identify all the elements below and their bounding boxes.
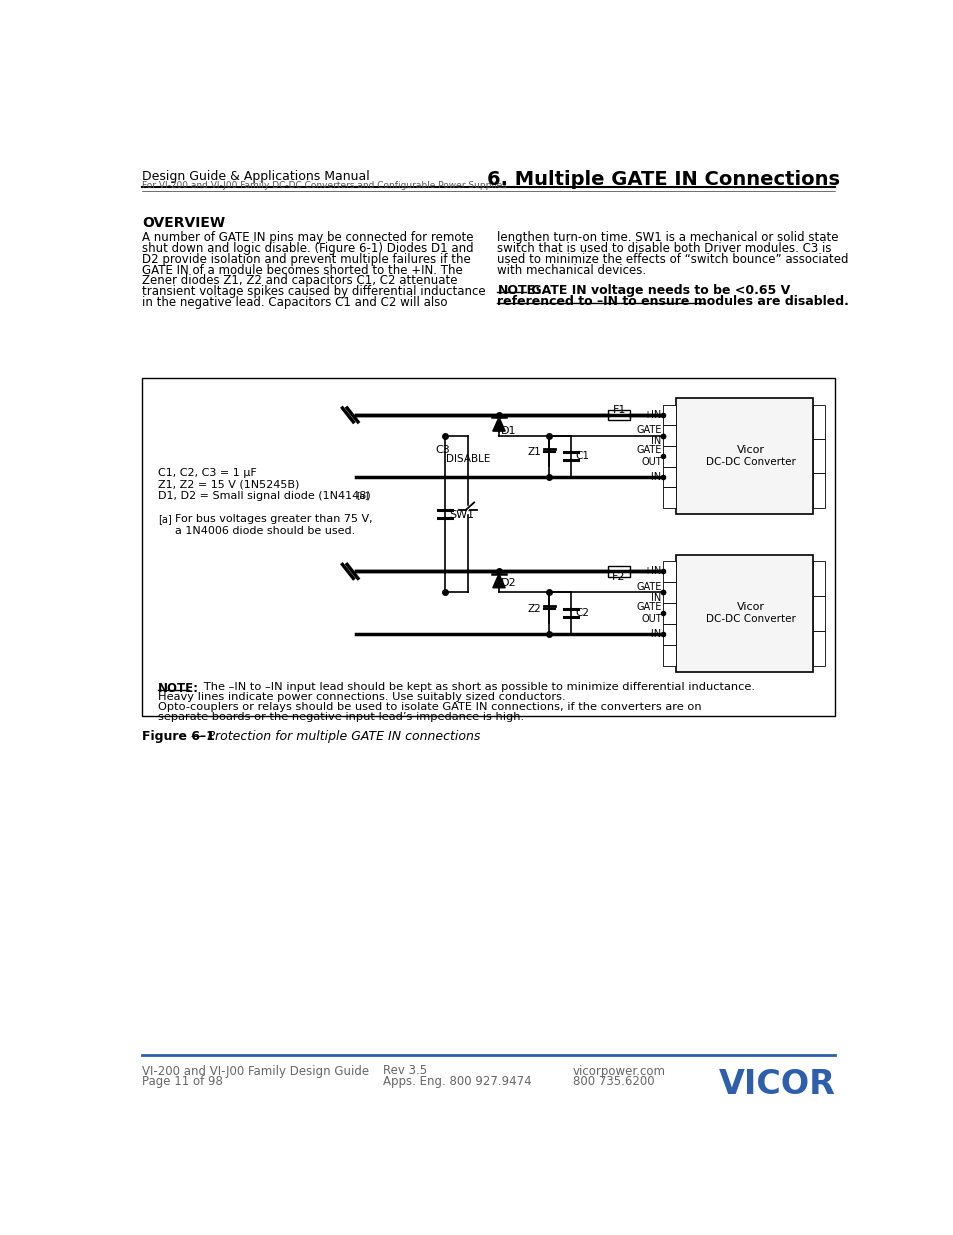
Bar bbox=[662, 467, 675, 487]
Text: [a]: [a] bbox=[356, 490, 369, 500]
Polygon shape bbox=[493, 417, 505, 431]
Bar bbox=[142, 378, 835, 716]
Text: shut down and logic disable. (Figure 6-1) Diodes D1 and: shut down and logic disable. (Figure 6-1… bbox=[142, 242, 474, 256]
Text: D2: D2 bbox=[500, 578, 517, 588]
Text: switch that is used to disable both Driver modules. C3 is: switch that is used to disable both Driv… bbox=[497, 242, 831, 256]
Text: SW1: SW1 bbox=[449, 510, 474, 520]
Text: Z1, Z2 = 15 V (1N5245B): Z1, Z2 = 15 V (1N5245B) bbox=[158, 479, 299, 489]
Text: GATE
OUT: GATE OUT bbox=[636, 446, 661, 467]
Text: DC-DC Converter: DC-DC Converter bbox=[705, 615, 795, 625]
Text: Design Guide & Applications Manual: Design Guide & Applications Manual bbox=[142, 169, 370, 183]
Bar bbox=[662, 405, 675, 425]
Text: Z1: Z1 bbox=[527, 447, 541, 457]
Text: GATE
IN: GATE IN bbox=[636, 582, 661, 603]
Text: Zener diodes Z1, Z2 and capacitors C1, C2 attenuate: Zener diodes Z1, Z2 and capacitors C1, C… bbox=[142, 274, 457, 288]
Text: in the negative lead. Capacitors C1 and C2 will also: in the negative lead. Capacitors C1 and … bbox=[142, 296, 448, 309]
Bar bbox=[812, 438, 824, 473]
Text: D1, D2 = Small signal diode (1N4148): D1, D2 = Small signal diode (1N4148) bbox=[158, 490, 371, 501]
Bar bbox=[812, 595, 824, 631]
Text: — Protection for multiple GATE IN connections: — Protection for multiple GATE IN connec… bbox=[187, 730, 480, 743]
Text: F1: F1 bbox=[612, 405, 625, 415]
Text: referenced to –IN to ensure modules are disabled.: referenced to –IN to ensure modules are … bbox=[497, 294, 848, 308]
Text: GATE IN voltage needs to be <0.65 V: GATE IN voltage needs to be <0.65 V bbox=[526, 284, 789, 296]
Text: 800 735.6200: 800 735.6200 bbox=[572, 1076, 654, 1088]
Text: Figure 6–1: Figure 6–1 bbox=[142, 730, 215, 743]
Bar bbox=[608, 410, 629, 420]
Bar bbox=[675, 555, 812, 672]
Polygon shape bbox=[493, 574, 505, 588]
Text: Vicor: Vicor bbox=[736, 445, 763, 454]
Text: DISABLE: DISABLE bbox=[446, 454, 490, 464]
Text: VICOR: VICOR bbox=[718, 1068, 835, 1102]
Text: C3: C3 bbox=[436, 445, 450, 454]
Bar bbox=[608, 566, 629, 577]
Bar bbox=[812, 631, 824, 666]
Text: For bus voltages greater than 75 V,: For bus voltages greater than 75 V, bbox=[174, 514, 373, 524]
Text: +IN: +IN bbox=[643, 567, 661, 577]
Text: GATE
IN: GATE IN bbox=[636, 425, 661, 446]
Text: C1, C2, C3 = 1 μF: C1, C2, C3 = 1 μF bbox=[158, 468, 256, 478]
Text: –IN: –IN bbox=[646, 629, 661, 640]
Bar bbox=[662, 645, 675, 666]
Text: vicorpower.com: vicorpower.com bbox=[572, 1065, 665, 1077]
Text: NOTE:: NOTE: bbox=[497, 284, 540, 296]
Text: Page 11 of 98: Page 11 of 98 bbox=[142, 1076, 223, 1088]
Text: A number of GATE IN pins may be connected for remote: A number of GATE IN pins may be connecte… bbox=[142, 231, 474, 245]
Text: C2: C2 bbox=[575, 609, 588, 619]
Text: separate boards or the negative input lead’s impedance is high.: separate boards or the negative input le… bbox=[158, 711, 523, 721]
Text: Vicor: Vicor bbox=[736, 603, 763, 613]
Text: GATE IN of a module becomes shorted to the +IN. The: GATE IN of a module becomes shorted to t… bbox=[142, 264, 463, 277]
Text: used to minimize the effects of “switch bounce” associated: used to minimize the effects of “switch … bbox=[497, 253, 848, 266]
Text: +IN: +IN bbox=[643, 410, 661, 420]
Text: Heavy lines indicate power connections. Use suitably sized conductors.: Heavy lines indicate power connections. … bbox=[158, 692, 565, 701]
Text: F2: F2 bbox=[612, 572, 625, 582]
Bar bbox=[662, 561, 675, 582]
Bar bbox=[662, 603, 675, 624]
Bar bbox=[812, 473, 824, 508]
Bar bbox=[662, 487, 675, 508]
Bar bbox=[662, 582, 675, 603]
Text: lengthen turn-on time. SW1 is a mechanical or solid state: lengthen turn-on time. SW1 is a mechanic… bbox=[497, 231, 838, 245]
Text: D1: D1 bbox=[500, 426, 517, 436]
Bar bbox=[662, 624, 675, 645]
Bar bbox=[675, 399, 812, 514]
Text: DC-DC Converter: DC-DC Converter bbox=[705, 457, 795, 467]
Text: –IN: –IN bbox=[646, 472, 661, 482]
Text: Opto-couplers or relays should be used to isolate GATE IN connections, if the co: Opto-couplers or relays should be used t… bbox=[158, 701, 700, 711]
Text: Z2: Z2 bbox=[527, 604, 541, 614]
Text: The –IN to –IN input lead should be kept as short as possible to minimize differ: The –IN to –IN input lead should be kept… bbox=[193, 682, 754, 692]
Text: D2 provide isolation and prevent multiple failures if the: D2 provide isolation and prevent multipl… bbox=[142, 253, 471, 266]
Text: Apps. Eng. 800 927.9474: Apps. Eng. 800 927.9474 bbox=[382, 1076, 531, 1088]
Text: 6. Multiple GATE IN Connections: 6. Multiple GATE IN Connections bbox=[486, 169, 840, 189]
Bar bbox=[662, 446, 675, 467]
Text: transient voltage spikes caused by differential inductance: transient voltage spikes caused by diffe… bbox=[142, 285, 486, 299]
Text: Rev 3.5: Rev 3.5 bbox=[382, 1065, 426, 1077]
Text: a 1N4006 diode should be used.: a 1N4006 diode should be used. bbox=[174, 526, 355, 536]
Text: [a]: [a] bbox=[158, 514, 172, 524]
Bar bbox=[662, 425, 675, 446]
Text: VI-200 and VI-J00 Family Design Guide: VI-200 and VI-J00 Family Design Guide bbox=[142, 1065, 369, 1077]
Text: NOTE:: NOTE: bbox=[158, 682, 199, 695]
Bar bbox=[812, 561, 824, 595]
Text: C1: C1 bbox=[575, 451, 588, 461]
Text: GATE
OUT: GATE OUT bbox=[636, 603, 661, 624]
Text: with mechanical devices.: with mechanical devices. bbox=[497, 264, 646, 277]
Text: For VI-200 and VI-J00 Family DC-DC Converters and Configurable Power Supplies: For VI-200 and VI-J00 Family DC-DC Conve… bbox=[142, 180, 507, 189]
Bar bbox=[812, 405, 824, 438]
Text: OVERVIEW: OVERVIEW bbox=[142, 216, 226, 230]
